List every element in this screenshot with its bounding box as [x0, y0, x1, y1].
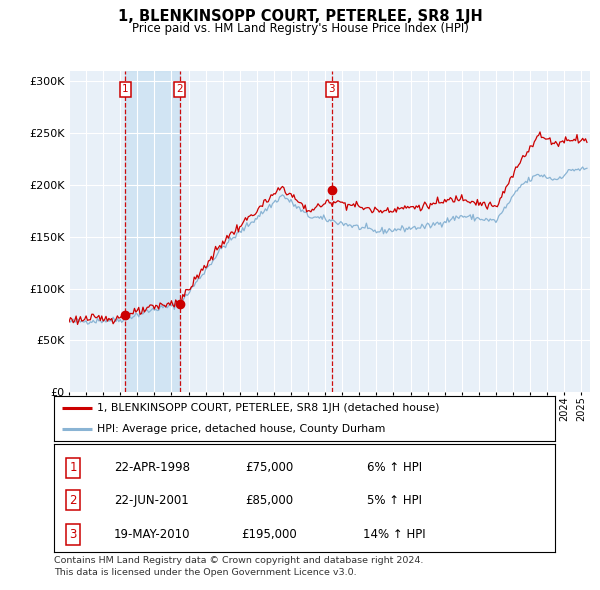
- Text: 6% ↑ HPI: 6% ↑ HPI: [367, 461, 422, 474]
- Text: This data is licensed under the Open Government Licence v3.0.: This data is licensed under the Open Gov…: [54, 568, 356, 576]
- Text: £195,000: £195,000: [242, 528, 298, 541]
- Text: 2: 2: [69, 494, 77, 507]
- Text: 5% ↑ HPI: 5% ↑ HPI: [367, 494, 422, 507]
- Text: 2: 2: [176, 84, 183, 94]
- Text: £75,000: £75,000: [245, 461, 293, 474]
- Text: £85,000: £85,000: [245, 494, 293, 507]
- Text: 3: 3: [328, 84, 335, 94]
- Text: Contains HM Land Registry data © Crown copyright and database right 2024.: Contains HM Land Registry data © Crown c…: [54, 556, 424, 565]
- Text: 3: 3: [70, 528, 77, 541]
- Text: 19-MAY-2010: 19-MAY-2010: [113, 528, 190, 541]
- Text: 14% ↑ HPI: 14% ↑ HPI: [364, 528, 426, 541]
- Bar: [125, 71, 179, 392]
- Text: 1: 1: [69, 461, 77, 474]
- Text: 1, BLENKINSOPP COURT, PETERLEE, SR8 1JH: 1, BLENKINSOPP COURT, PETERLEE, SR8 1JH: [118, 9, 482, 24]
- Text: 1: 1: [122, 84, 129, 94]
- Text: 22-JUN-2001: 22-JUN-2001: [115, 494, 189, 507]
- Text: 1, BLENKINSOPP COURT, PETERLEE, SR8 1JH (detached house): 1, BLENKINSOPP COURT, PETERLEE, SR8 1JH …: [97, 404, 439, 414]
- Text: HPI: Average price, detached house, County Durham: HPI: Average price, detached house, Coun…: [97, 424, 385, 434]
- Text: 22-APR-1998: 22-APR-1998: [113, 461, 190, 474]
- Text: Price paid vs. HM Land Registry's House Price Index (HPI): Price paid vs. HM Land Registry's House …: [131, 22, 469, 35]
